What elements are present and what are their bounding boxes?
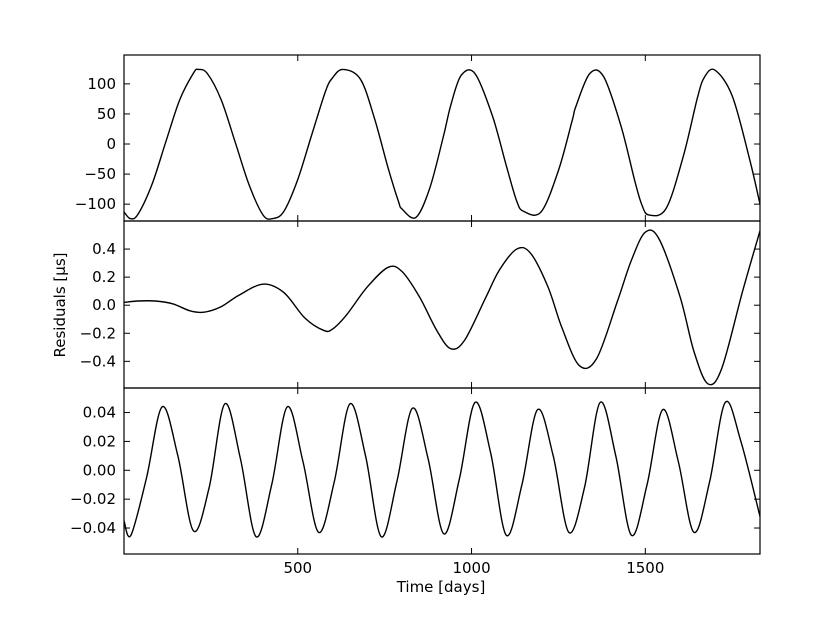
y-tick-label: −0.04 bbox=[70, 519, 116, 537]
y-tick-label: −100 bbox=[75, 195, 116, 213]
y-tick-label: 50 bbox=[97, 105, 116, 123]
y-tick-label: −0.02 bbox=[70, 490, 116, 508]
y-tick-label: 0.4 bbox=[92, 240, 116, 258]
y-axis-label: Residuals [μs] bbox=[51, 253, 69, 358]
x-axis-label: Time [days] bbox=[396, 578, 486, 596]
y-tick-label: −0.4 bbox=[80, 352, 116, 370]
series-line-bottom bbox=[124, 400, 760, 538]
panels: −100 −50 0 50 100 −0.4 −0.2 0.0 0.2 0.4 −0.04 −0.02… bbox=[70, 54, 761, 555]
panel-frame-bottom bbox=[123, 387, 761, 555]
series-line-top bbox=[124, 68, 760, 220]
y-tick-label: 100 bbox=[87, 75, 116, 93]
x-tick-label: 500 bbox=[283, 559, 312, 577]
x-axis: 500 1000 1500 bbox=[283, 559, 664, 577]
y-tick-label: 0.00 bbox=[83, 461, 116, 479]
x-tick-label: 1000 bbox=[452, 559, 490, 577]
y-tick-label: 0.02 bbox=[83, 432, 116, 450]
y-tick-label: −50 bbox=[84, 165, 116, 183]
y-tick-label: −0.2 bbox=[80, 324, 116, 342]
panel-middle: −0.4 −0.2 0.0 0.2 0.4 bbox=[80, 220, 761, 389]
y-tick-label: 0.2 bbox=[92, 268, 116, 286]
y-tick-label: 0.04 bbox=[83, 404, 116, 422]
x-tick-label: 1500 bbox=[626, 559, 664, 577]
y-tick-label: 0 bbox=[106, 135, 116, 153]
panel-bottom: −0.04 −0.02 0.00 0.02 0.04 bbox=[70, 387, 761, 555]
y-tick-label: 0.0 bbox=[92, 296, 116, 314]
series-line-middle bbox=[124, 229, 760, 386]
